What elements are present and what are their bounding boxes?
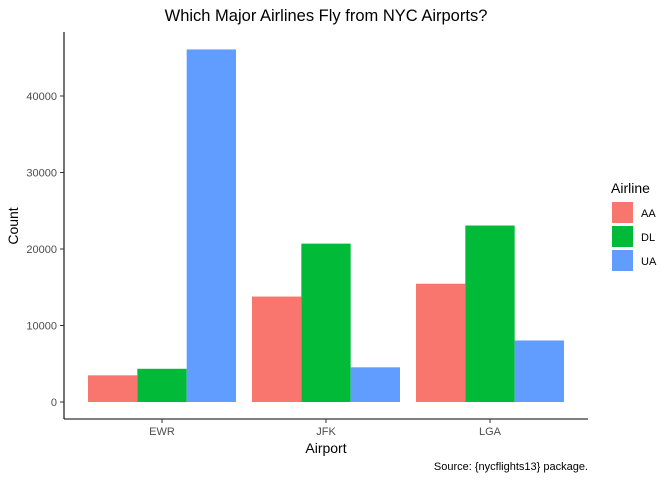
chart-title: Which Major Airlines Fly from NYC Airpor… bbox=[165, 7, 488, 25]
legend-label-ua: UA bbox=[641, 256, 657, 268]
y-tick-label: 30000 bbox=[26, 168, 57, 180]
bar-lga-aa bbox=[416, 283, 466, 402]
bar-jfk-aa bbox=[252, 296, 302, 402]
legend-key-dl bbox=[612, 226, 633, 247]
y-tick-label: 10000 bbox=[26, 321, 57, 333]
y-tick-label: 40000 bbox=[26, 91, 57, 103]
bar-jfk-ua bbox=[350, 367, 400, 402]
y-tick-label: 20000 bbox=[26, 244, 57, 256]
bar-ewr-ua bbox=[186, 49, 236, 402]
legend: Airline AA DL UA bbox=[611, 180, 657, 271]
bar-ewr-aa bbox=[88, 375, 138, 402]
x-tick-label: JFK bbox=[316, 426, 336, 438]
legend-key-aa bbox=[612, 202, 633, 223]
bar-lga-ua bbox=[514, 340, 564, 402]
legend-title: Airline bbox=[611, 180, 650, 196]
legend-label-dl: DL bbox=[641, 232, 655, 244]
bar-ewr-dl bbox=[137, 368, 187, 402]
bar-jfk-dl bbox=[301, 243, 351, 402]
x-tick-label: LGA bbox=[479, 426, 502, 438]
axes: 0 10000 20000 30000 40000 EWR JFK LGA bbox=[26, 32, 588, 438]
y-axis-title: Count bbox=[5, 207, 21, 244]
chart-caption: Source: {nycflights13} package. bbox=[434, 461, 588, 473]
plot-area bbox=[88, 49, 564, 402]
legend-key-ua bbox=[612, 250, 633, 271]
bar-lga-dl bbox=[465, 225, 515, 402]
x-tick-label: EWR bbox=[149, 426, 175, 438]
x-axis-title: Airport bbox=[305, 440, 346, 456]
y-tick-label: 0 bbox=[51, 397, 57, 409]
legend-label-aa: AA bbox=[641, 208, 656, 220]
